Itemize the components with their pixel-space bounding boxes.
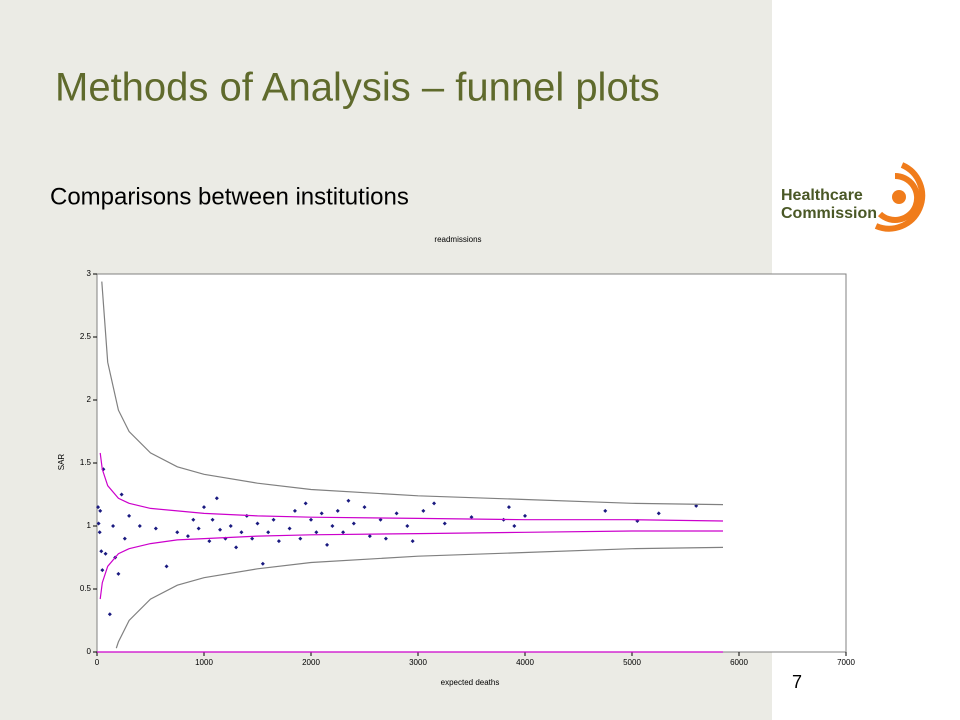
plot-area xyxy=(96,273,847,653)
x-tick-label: 1000 xyxy=(195,658,213,667)
data-point xyxy=(207,539,212,544)
data-point xyxy=(506,505,511,510)
data-point xyxy=(469,515,474,520)
data-point xyxy=(298,536,303,541)
data-point xyxy=(210,517,215,522)
data-point xyxy=(191,517,196,522)
data-point xyxy=(255,521,260,526)
data-point xyxy=(250,536,255,541)
data-point xyxy=(367,534,372,539)
data-point xyxy=(218,527,223,532)
data-point xyxy=(314,530,319,535)
y-tick-label: 2.5 xyxy=(80,332,92,341)
data-point xyxy=(512,524,517,528)
data-point xyxy=(410,539,415,544)
data-point xyxy=(103,551,108,556)
subtitle: Comparisons between institutions xyxy=(50,183,409,210)
chart-title: readmissions xyxy=(434,235,481,244)
data-point xyxy=(260,561,265,566)
logo-ring xyxy=(874,162,926,232)
data-point xyxy=(442,521,447,526)
data-point xyxy=(319,511,324,516)
data-point xyxy=(383,536,388,541)
slide-title: Methods of Analysis – funnel plots xyxy=(55,66,660,110)
data-point xyxy=(98,508,103,513)
page-number: 7 xyxy=(792,672,802,692)
x-tick-label: 7000 xyxy=(837,658,855,667)
x-tick-label: 4000 xyxy=(516,658,534,667)
data-point xyxy=(119,492,124,497)
data-point xyxy=(185,534,190,539)
y-tick-label: 1.5 xyxy=(80,458,92,467)
data-point xyxy=(214,496,219,501)
x-tick-label: 2000 xyxy=(302,658,320,667)
data-point xyxy=(303,501,308,506)
data-point xyxy=(164,564,169,569)
data-point xyxy=(266,530,271,535)
x-tick-label: 0 xyxy=(95,658,100,667)
y-axis-label: SAR xyxy=(57,454,66,471)
data-point xyxy=(378,517,383,522)
limit-line xyxy=(101,281,724,506)
y-tick-label: 0 xyxy=(87,647,92,656)
data-point xyxy=(107,612,112,617)
data-point xyxy=(196,526,201,531)
data-point xyxy=(137,524,142,528)
data-point xyxy=(432,501,437,506)
x-axis-label: expected deaths xyxy=(441,678,500,687)
data-point xyxy=(287,526,292,531)
data-point xyxy=(421,508,426,513)
data-point xyxy=(523,513,527,518)
x-tick-label: 6000 xyxy=(730,658,748,667)
logo-ring xyxy=(877,172,921,223)
data-point xyxy=(271,517,276,522)
limit-line xyxy=(99,452,724,522)
x-tick-label: 3000 xyxy=(409,658,427,667)
data-point xyxy=(325,542,330,547)
data-point xyxy=(346,498,351,503)
logo-dot xyxy=(892,190,906,204)
data-point xyxy=(309,517,313,522)
data-point xyxy=(127,513,132,518)
data-point xyxy=(394,511,399,516)
logo-text: Commission xyxy=(781,205,877,222)
data-point xyxy=(234,545,239,550)
data-point xyxy=(239,530,244,535)
data-point xyxy=(96,505,101,510)
data-point xyxy=(97,530,102,535)
data-point xyxy=(116,571,121,576)
y-tick-label: 3 xyxy=(87,269,92,278)
logo-text: Healthcare xyxy=(781,187,863,204)
logo: Healthcare Commission xyxy=(781,162,926,232)
limit-line xyxy=(115,546,724,649)
data-point xyxy=(202,505,206,510)
y-tick-label: 2 xyxy=(87,395,92,404)
data-point xyxy=(656,511,661,516)
limit-line xyxy=(99,530,723,600)
data-point xyxy=(228,524,233,528)
data-point xyxy=(122,536,127,541)
data-point xyxy=(694,503,699,508)
data-point xyxy=(335,508,340,513)
data-point xyxy=(405,524,410,528)
data-point xyxy=(96,521,101,526)
x-tick-label: 5000 xyxy=(623,658,641,667)
data-point xyxy=(153,526,158,531)
data-point xyxy=(175,530,180,535)
data-point xyxy=(362,505,367,510)
data-point xyxy=(111,524,116,528)
data-point xyxy=(100,568,105,573)
data-point xyxy=(276,539,281,544)
data-point xyxy=(292,508,297,513)
y-tick-label: 1 xyxy=(87,521,92,530)
y-tick-label: 0.5 xyxy=(80,584,92,593)
data-point xyxy=(341,530,346,535)
data-point xyxy=(330,524,335,528)
data-point xyxy=(351,521,356,526)
data-point xyxy=(99,549,104,554)
data-point xyxy=(603,508,608,513)
